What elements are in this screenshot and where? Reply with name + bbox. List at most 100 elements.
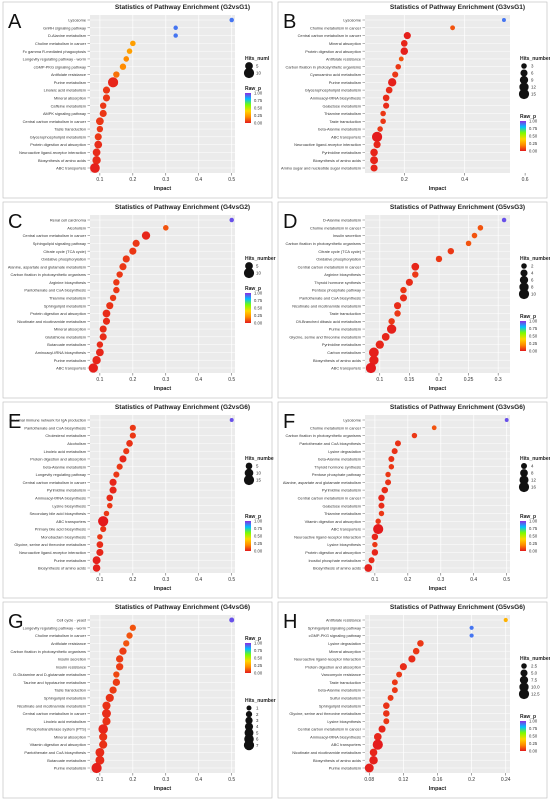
data-point	[364, 564, 373, 572]
data-point	[387, 694, 394, 701]
size-legend-key	[521, 663, 527, 669]
size-legend-key	[519, 275, 529, 285]
data-point	[105, 693, 114, 702]
data-point	[400, 47, 409, 55]
size-legend-title: Hits_number	[245, 256, 276, 262]
data-point	[383, 702, 390, 709]
y-tick-label: beta-Alanine metabolism	[318, 688, 361, 693]
data-point	[103, 510, 110, 517]
color-legend-tick: 0.00	[529, 749, 538, 754]
y-tick-label: Sphingolipid metabolism	[44, 695, 86, 700]
data-point	[369, 748, 378, 757]
panel-letter: B	[283, 11, 296, 33]
y-tick-label: Carbon fixation in photosynthetic organi…	[11, 649, 87, 654]
data-point	[369, 355, 379, 365]
y-tick-label: Linoleic acid metabolism	[44, 88, 86, 93]
y-tick-label: Pentose phosphate pathway	[312, 472, 361, 477]
data-point	[377, 126, 383, 132]
data-point	[375, 340, 384, 349]
y-tick-label: Glycine, serine and threonine metabolism	[289, 334, 361, 339]
size-legend-key	[520, 269, 528, 277]
color-legend-tick: 0.50	[529, 134, 538, 139]
data-point	[100, 525, 107, 533]
data-point	[113, 279, 120, 286]
y-tick-label: ABC transporters	[331, 742, 361, 747]
panel-title: Statistics of Pathway Enrichment (G2vsG1…	[115, 4, 250, 11]
size-legend-key	[519, 682, 529, 692]
panel-letter: F	[283, 411, 295, 433]
y-tick-label: Cholesterol metabolism	[45, 433, 86, 438]
data-point	[122, 255, 130, 263]
y-tick-label: Nicotinate and nicotinamide metabolism	[17, 319, 86, 324]
y-tick-label: Thiamine metabolism	[324, 511, 361, 516]
x-tick-label: 0.2	[404, 577, 411, 583]
size-legend-label: 15	[256, 478, 261, 483]
x-tick-label: 0.2	[129, 777, 136, 783]
y-tick-label: Pyrimidine metabolism	[322, 488, 361, 493]
y-tick-label: Mineral absorption	[54, 95, 86, 100]
size-legend-key	[518, 88, 530, 100]
size-legend-key	[245, 716, 253, 725]
color-legend-tick: 0.50	[254, 306, 263, 311]
size-legend-key	[245, 62, 253, 70]
data-point	[381, 332, 390, 341]
x-tick-label: 0.1	[96, 377, 103, 383]
y-tick-label: Nicotinate and nicotinamide metabolism	[17, 703, 86, 708]
y-tick-label: Linoleic acid metabolism	[44, 719, 86, 724]
x-tick-label: 0.5	[228, 777, 235, 783]
size-legend-key	[244, 722, 254, 731]
color-legend-tick: 0.25	[529, 341, 538, 346]
data-point	[98, 724, 108, 734]
x-tick-label: 0.25	[464, 377, 474, 383]
data-point	[90, 163, 100, 173]
y-tick-label: Neuroactive ligand-receptor interaction	[294, 142, 361, 147]
y-tick-label: Taste transduction	[329, 119, 361, 124]
y-tick-label: Glutathione metabolism	[45, 334, 86, 339]
panel-title: Statistics of Pathway Enrichment (G2vsG6…	[115, 404, 250, 411]
color-legend-tick: 0.50	[254, 106, 263, 111]
color-legend-bar	[245, 293, 251, 323]
y-tick-label: Biosynthesis of amino acids	[313, 566, 361, 571]
data-point	[383, 710, 390, 717]
size-legend-label: 5.0	[531, 671, 538, 676]
y-tick-label: Citrate cycle (TCA cycle)	[43, 249, 86, 254]
data-point	[129, 424, 136, 431]
data-point	[385, 471, 391, 478]
y-tick-label: Butanoate metabolism	[47, 758, 86, 763]
size-legend-key	[520, 669, 528, 677]
data-point	[94, 140, 103, 149]
data-point	[123, 56, 130, 62]
data-point	[116, 271, 123, 278]
size-legend-label: 1	[256, 706, 259, 711]
y-tick-label: Carbon fixation in photosynthetic organi…	[286, 241, 362, 246]
data-point	[92, 556, 101, 565]
color-legend-tick: 0.50	[529, 734, 538, 739]
y-tick-label: GnRH signaling pathway	[43, 25, 86, 30]
y-tick-label: Purine metabolism	[54, 558, 86, 563]
y-tick-label: Protein digestion and absorption	[30, 142, 86, 147]
y-tick-label: Longevity regulating pathway - worm	[23, 57, 86, 62]
data-point	[109, 294, 117, 302]
data-point	[465, 240, 472, 247]
y-tick-label: Sphingolipid signaling pathway	[33, 241, 86, 246]
data-point	[173, 33, 178, 38]
data-point	[388, 318, 395, 325]
data-point	[378, 502, 385, 509]
data-point	[400, 40, 408, 47]
y-tick-label: Biosynthesis of amino acids	[38, 566, 86, 571]
x-tick-label: 0.6	[522, 177, 529, 183]
y-tick-label: Central carbon metabolism in cancer	[23, 711, 87, 716]
x-tick-label: 0.5	[503, 577, 510, 583]
size-legend-key	[519, 75, 529, 85]
size-legend-key	[243, 474, 255, 486]
y-tick-label: Thyroid hormone synthesis	[314, 464, 361, 469]
x-tick-label: 0.4	[195, 577, 202, 583]
data-point	[412, 647, 420, 655]
y-tick-label: Insulin secretion	[333, 233, 361, 238]
size-legend-key	[243, 740, 255, 751]
color-legend-bar	[245, 521, 251, 551]
y-tick-label: Inositol phosphate metabolism	[308, 558, 361, 563]
data-point	[370, 164, 378, 172]
data-point	[106, 502, 113, 509]
x-tick-label: 0.1	[371, 577, 378, 583]
